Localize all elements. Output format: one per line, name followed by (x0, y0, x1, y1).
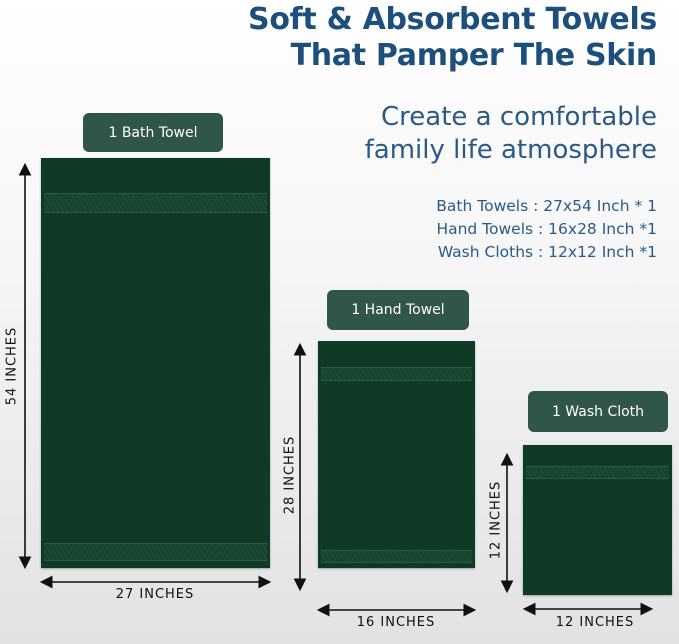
wash-cloth-label: 1 Wash Cloth (528, 391, 668, 432)
spec-hand: Hand Towels : 16x28 Inch *1 (436, 220, 657, 238)
bath-width-label: 27 INCHES (115, 587, 195, 602)
towel-band (44, 543, 267, 561)
bath-towel (41, 158, 270, 568)
towel-band (321, 550, 472, 563)
wash-cloth (523, 445, 672, 595)
subtitle-line-2: family life atmosphere (364, 135, 657, 165)
title-line-2: That Pamper The Skin (290, 38, 658, 73)
towel-band (526, 466, 669, 479)
hand-towel-label: 1 Hand Towel (327, 290, 469, 330)
bath-towel-label: 1 Bath Towel (83, 113, 223, 152)
spec-wash: Wash Cloths : 12x12 Inch *1 (437, 243, 657, 261)
spec-bath: Bath Towels : 27x54 Inch * 1 (436, 197, 657, 215)
towel-band (44, 193, 267, 213)
subtitle-line-1: Create a comfortable (381, 102, 657, 132)
hand-width-label: 16 INCHES (356, 615, 436, 630)
wash-height-label: 12 INCHES (488, 480, 504, 560)
bath-height-label: 54 INCHES (4, 326, 20, 406)
hand-towel (318, 341, 475, 568)
hand-height-label: 28 INCHES (282, 435, 298, 515)
wash-width-label: 12 INCHES (555, 615, 635, 630)
towel-band (321, 367, 472, 381)
title-line-1: Soft & Absorbent Towels (248, 2, 657, 37)
